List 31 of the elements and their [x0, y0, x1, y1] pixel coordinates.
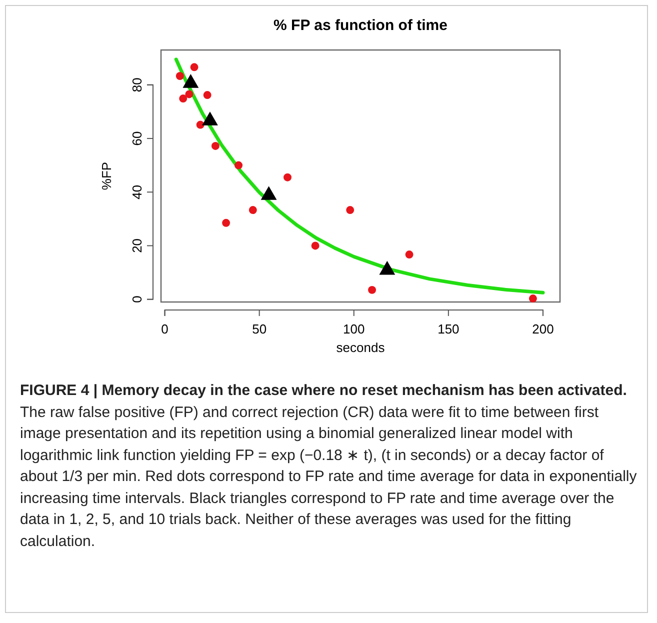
- x-tick-label: 200: [532, 321, 554, 336]
- x-tick-label: 0: [161, 321, 168, 336]
- text: The raw false positive (FP) and correct rejection (CR) data were fit to time between first image presentation and its repetition using a binomial generalized linear model with logarithmic link function yielding FP = exp (−0.18 ∗ t), (t in seconds) or a decay factor of about 1/3 per min. Red dots correspond to FP rate and time average for data in exponentially increasing time intervals. Black triangles correspond to FP rate and time average over the data in 1, 2, 5, and 10 trials back. Neither of these averages was used for the fitting calculation.: [20, 404, 637, 550]
- point: [311, 242, 320, 250]
- x-tick-label: 50: [252, 321, 267, 336]
- x-axis-title: seconds: [336, 340, 386, 355]
- x-tick-label: 150: [438, 321, 460, 336]
- chart-title: % FP as function of time: [274, 17, 448, 34]
- point: [284, 173, 292, 182]
- caption: FIGURE 4 | Memory decay in the case where no reset mechanism has been activated.: [20, 382, 627, 399]
- x-tick-label: 100: [343, 321, 365, 336]
- y-tick-label: 80: [130, 78, 145, 92]
- y-tick-label: 20: [130, 238, 145, 253]
- y-tick-label: 40: [130, 184, 145, 200]
- point: [528, 294, 537, 302]
- point: [185, 90, 194, 98]
- point: [176, 72, 184, 80]
- y-tick-label: 60: [130, 131, 145, 146]
- line-series: [174, 58, 545, 294]
- point: [211, 142, 220, 150]
- point: [190, 63, 198, 72]
- point: [203, 91, 212, 100]
- point: [222, 218, 230, 227]
- point: [179, 94, 188, 103]
- y-axis-title: %FP: [99, 162, 114, 190]
- point: [346, 206, 354, 214]
- point: [368, 286, 376, 294]
- point: [248, 206, 257, 214]
- point: [405, 250, 414, 259]
- y-tick-label: 0: [130, 296, 145, 303]
- point: [234, 161, 243, 170]
